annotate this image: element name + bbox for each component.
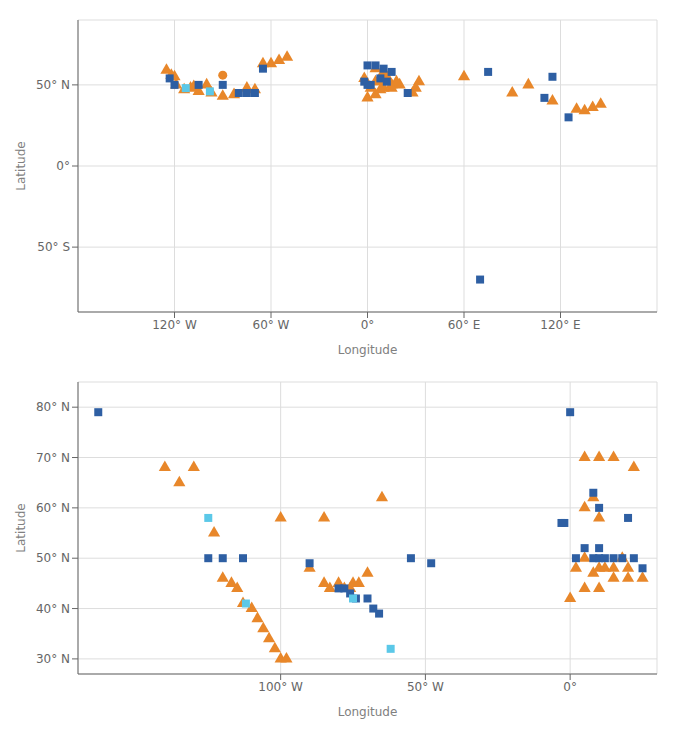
- svg-text:50° W: 50° W: [407, 680, 444, 694]
- svg-text:Longitude: Longitude: [338, 343, 398, 357]
- svg-text:50° S: 50° S: [37, 240, 70, 254]
- svg-text:50° N: 50° N: [36, 78, 70, 92]
- svg-text:30° N: 30° N: [36, 652, 70, 666]
- svg-text:120° E: 120° E: [540, 318, 580, 332]
- svg-text:0°: 0°: [563, 680, 577, 694]
- svg-text:80° N: 80° N: [36, 400, 70, 414]
- svg-text:Longitude: Longitude: [338, 705, 398, 719]
- svg-text:120° W: 120° W: [152, 318, 197, 332]
- svg-text:50° N: 50° N: [36, 551, 70, 565]
- svg-text:Latitude: Latitude: [14, 141, 28, 190]
- svg-text:60° W: 60° W: [253, 318, 290, 332]
- svg-text:60° N: 60° N: [36, 501, 70, 515]
- svg-text:40° N: 40° N: [36, 602, 70, 616]
- svg-text:60° E: 60° E: [448, 318, 481, 332]
- svg-text:0°: 0°: [56, 159, 70, 173]
- svg-text:0°: 0°: [361, 318, 375, 332]
- svg-text:70° N: 70° N: [36, 451, 70, 465]
- svg-text:100° W: 100° W: [258, 680, 303, 694]
- svg-text:Latitude: Latitude: [14, 503, 28, 552]
